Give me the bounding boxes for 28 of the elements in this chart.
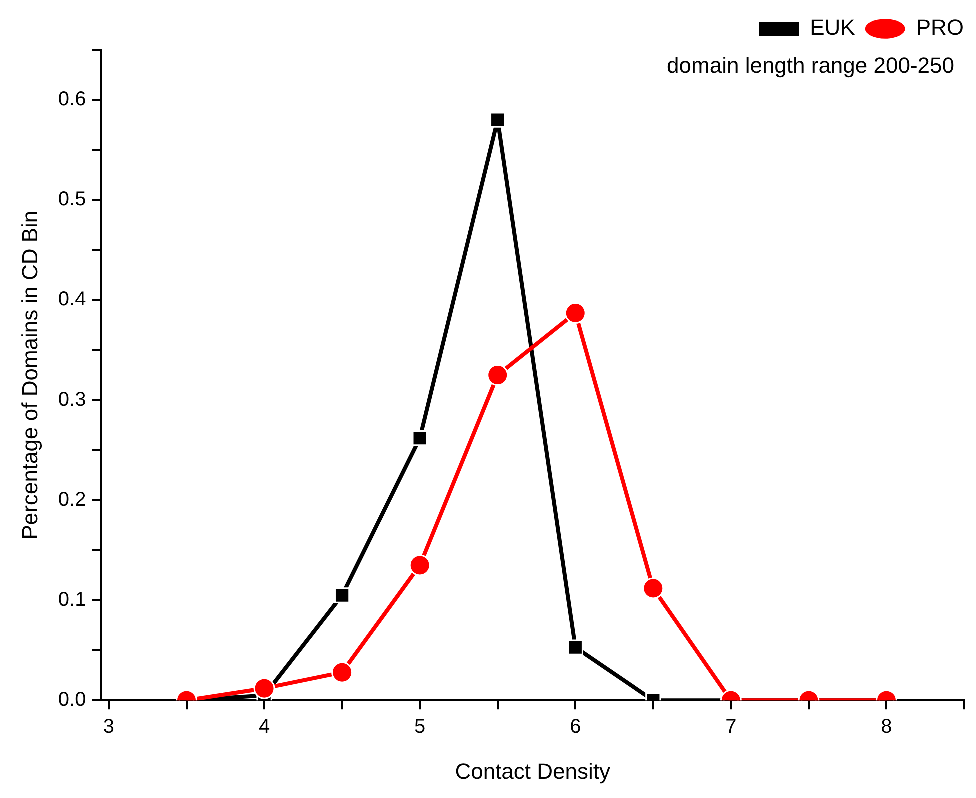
legend-label: PRO — [916, 15, 964, 40]
point — [409, 554, 431, 576]
point — [568, 640, 584, 656]
x-tick-label: 7 — [726, 716, 737, 738]
y-tick-label: 0.1 — [58, 589, 86, 612]
y-axis-title: Percentage of Domains in CD Bin — [17, 210, 42, 540]
y-tick-label: 0.2 — [58, 488, 86, 511]
y-tick-label: 0.5 — [58, 188, 86, 211]
legend-label: EUK — [810, 15, 856, 40]
y-tick-label: 0.3 — [58, 388, 86, 411]
point — [564, 302, 586, 324]
x-axis-title: Contact Density — [455, 758, 610, 784]
annotation: domain length range 200-250 — [667, 53, 954, 78]
point — [487, 364, 509, 386]
point — [334, 588, 350, 604]
point — [332, 662, 354, 684]
x-tick-label: 3 — [103, 716, 115, 738]
point — [490, 112, 506, 128]
point — [412, 430, 428, 446]
point — [254, 678, 276, 700]
y-tick-label: 0.4 — [58, 288, 86, 311]
point — [642, 578, 664, 600]
x-tick-label: 8 — [881, 716, 892, 738]
y-tick-label: 0.0 — [58, 689, 86, 712]
x-tick-label: 4 — [258, 716, 270, 738]
y-tick-label: 0.6 — [58, 88, 86, 111]
x-tick-label: 6 — [570, 716, 582, 738]
x-tick-label: 5 — [414, 716, 426, 738]
